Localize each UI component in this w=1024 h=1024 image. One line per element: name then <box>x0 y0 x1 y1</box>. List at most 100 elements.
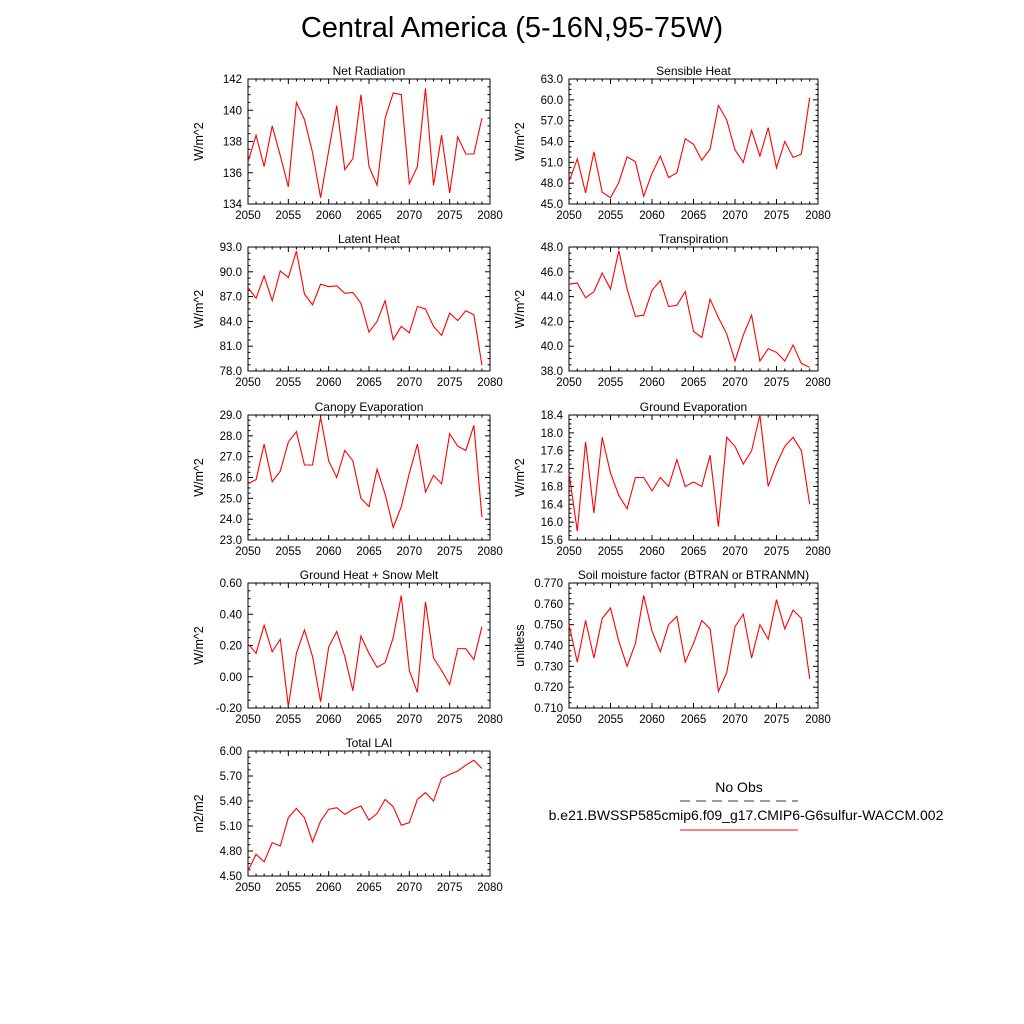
y-tick-label: 0.60 <box>220 578 242 590</box>
x-tick-label: 2060 <box>316 882 342 894</box>
x-tick-label: 2080 <box>477 882 503 894</box>
x-tick-label: 2065 <box>356 546 382 558</box>
panel-6: 2050 2055 2060 2065 2070 2075 2080 15.6 16.0 16.4… <box>513 400 831 558</box>
y-axis-label: W/m^2 <box>513 290 527 329</box>
x-tick-label: 2080 <box>805 546 831 558</box>
panel-4: 2050 2055 2060 2065 2070 2075 2080 38.0 40.0 42.0… <box>513 232 831 389</box>
x-tick-label: 2060 <box>316 377 342 389</box>
y-tick-label: 40.0 <box>541 341 563 353</box>
plot-frame <box>247 78 491 205</box>
x-tick-label: 2075 <box>764 377 790 389</box>
y-tick-label: 54.0 <box>541 137 563 149</box>
y-tick-label: 17.2 <box>541 464 563 476</box>
y-tick-label: 84.0 <box>220 316 242 328</box>
x-tick-label: 2055 <box>598 377 624 389</box>
plot-frame <box>247 750 491 877</box>
x-tick-label: 2050 <box>556 377 582 389</box>
x-tick-label: 2050 <box>235 546 261 558</box>
y-tick-label: 0.00 <box>220 672 242 684</box>
x-tick-label: 2080 <box>805 377 831 389</box>
x-tick-label: 2070 <box>397 546 423 558</box>
x-tick-label: 2070 <box>722 210 748 222</box>
y-tick-label: 5.40 <box>220 796 242 808</box>
x-tick-label: 2050 <box>235 210 261 222</box>
page-title: Central America (5-16N,95-75W) <box>300 12 724 44</box>
x-tick-label: 2080 <box>477 546 503 558</box>
y-tick-label: 60.0 <box>541 95 563 107</box>
x-tick-label: 2070 <box>397 714 423 726</box>
panel-3: 2050 2055 2060 2065 2070 2075 2080 78.0 81.0 84.0… <box>192 232 503 389</box>
y-tick-label: 45.0 <box>541 199 563 211</box>
panel-title: Soil moisture factor (BTRAN or BTRANMN) <box>578 568 809 582</box>
y-axis-label: W/m^2 <box>513 458 527 497</box>
y-tick-label: 24.0 <box>220 514 242 526</box>
x-tick-label: 2070 <box>397 882 423 894</box>
y-tick-label: 87.0 <box>220 292 242 304</box>
y-tick-label: 18.0 <box>541 428 563 440</box>
x-tick-label: 2060 <box>639 714 665 726</box>
x-tick-label: 2050 <box>235 377 261 389</box>
y-tick-label: 25.0 <box>220 493 242 505</box>
panel-title: Canopy Evaporation <box>315 400 424 414</box>
series-line <box>247 759 483 872</box>
y-tick-label: 46.0 <box>541 267 563 279</box>
legend-label-model-run: b.e21.BWSSP585cmip6.f09_g17.CMIP6-G6sulf… <box>549 807 944 823</box>
plot-frame <box>247 246 491 372</box>
y-tick-label: 15.6 <box>541 535 563 547</box>
series-line <box>247 416 483 530</box>
plot-frame <box>568 78 819 205</box>
panel-title: Ground Heat + Snow Melt <box>300 568 439 582</box>
y-tick-label: 44.0 <box>541 292 563 304</box>
y-tick-label: 17.6 <box>541 446 563 458</box>
y-tick-label: 142 <box>223 74 242 86</box>
y-tick-label: 16.4 <box>541 499 564 511</box>
plot-frame <box>568 246 819 372</box>
x-tick-label: 2060 <box>316 210 342 222</box>
x-tick-label: 2065 <box>356 210 382 222</box>
y-axis-label: W/m^2 <box>192 626 206 665</box>
x-tick-label: 2075 <box>764 210 790 222</box>
y-tick-label: 0.710 <box>534 703 563 715</box>
y-tick-label: 93.0 <box>220 242 242 254</box>
y-tick-label: 48.0 <box>541 242 563 254</box>
x-tick-label: 2070 <box>722 714 748 726</box>
y-tick-label: 27.0 <box>220 452 242 464</box>
x-tick-label: 2055 <box>276 714 302 726</box>
x-tick-label: 2065 <box>681 714 707 726</box>
y-tick-label: 18.4 <box>541 410 564 422</box>
x-tick-label: 2065 <box>356 377 382 389</box>
y-tick-label: 5.10 <box>220 821 242 833</box>
x-tick-label: 2075 <box>437 714 463 726</box>
panel-title: Total LAI <box>346 736 393 750</box>
panel-title: Sensible Heat <box>656 64 731 78</box>
series-line <box>247 250 483 366</box>
y-tick-label: 63.0 <box>541 74 563 86</box>
series-line <box>568 595 811 694</box>
x-tick-label: 2075 <box>437 377 463 389</box>
y-tick-label: 0.40 <box>220 609 242 621</box>
x-tick-label: 2050 <box>556 210 582 222</box>
x-tick-label: 2050 <box>556 546 582 558</box>
series-line <box>568 414 811 532</box>
x-tick-label: 2070 <box>722 546 748 558</box>
y-tick-label: 0.730 <box>534 661 563 673</box>
legend: No Obs b.e21.BWSSP585cmip6.f09_g17.CMIP6-… <box>549 779 944 831</box>
y-axis-label: unitless <box>513 624 527 666</box>
x-tick-label: 2055 <box>598 210 624 222</box>
y-tick-label: 16.8 <box>541 481 563 493</box>
x-tick-label: 2075 <box>437 210 463 222</box>
y-tick-label: 38.0 <box>541 366 563 378</box>
panel-2: 2050 2055 2060 2065 2070 2075 2080 45.0 48.0 51.0… <box>513 64 831 222</box>
x-tick-label: 2065 <box>356 714 382 726</box>
y-tick-label: 140 <box>223 105 242 117</box>
y-tick-label: 0.740 <box>534 641 563 653</box>
y-tick-label: 0.770 <box>534 578 563 590</box>
x-tick-label: 2055 <box>276 546 302 558</box>
y-axis-label: W/m^2 <box>192 458 206 497</box>
x-tick-label: 2055 <box>276 210 302 222</box>
x-tick-label: 2060 <box>639 377 665 389</box>
y-tick-label: 57.0 <box>541 116 563 128</box>
y-tick-label: 90.0 <box>220 267 242 279</box>
panel-1: 2050 2055 2060 2065 2070 2075 2080 134 136 138 140… <box>192 64 503 222</box>
